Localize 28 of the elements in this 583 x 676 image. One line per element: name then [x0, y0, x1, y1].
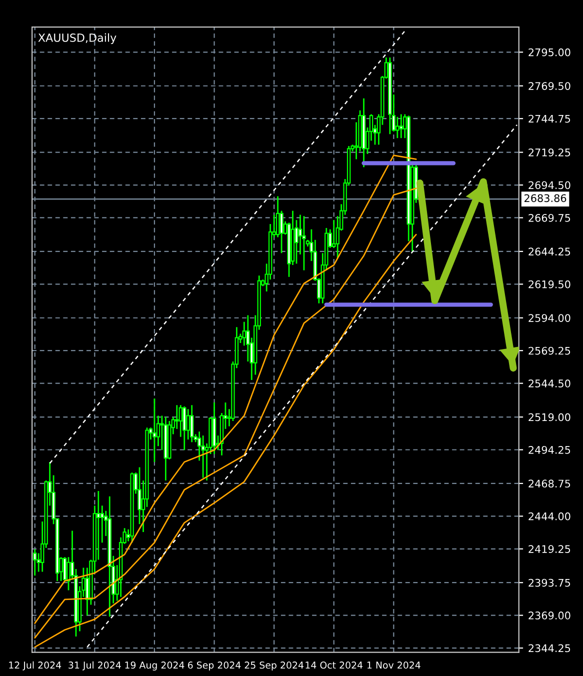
y-tick-label: 2544.50: [528, 380, 570, 388]
y-tick-label: 2344.25: [528, 644, 570, 652]
y-tick-label: 2795.00: [528, 48, 570, 56]
y-tick-label: 2619.50: [528, 280, 570, 288]
ref-line-label: 2683.86: [524, 194, 566, 202]
y-tick-label: 2419.25: [528, 545, 570, 553]
y-tick-label: 2569.25: [528, 346, 570, 355]
y-tick-label: 2468.75: [528, 480, 570, 488]
y-tick-label: 2694.50: [528, 181, 570, 190]
y-tick-label: 2719.25: [528, 148, 570, 156]
y-tick-label: 2519.00: [528, 413, 570, 422]
x-tick-label: 25 Sep 2024: [244, 662, 304, 671]
x-tick-label: 31 Jul 2024: [68, 661, 121, 670]
y-tick-label: 2744.75: [528, 114, 570, 123]
y-tick-label: 2769.50: [528, 82, 570, 90]
x-tick-label: 1 Nov 2024: [367, 662, 420, 669]
x-tick-label: 12 Jul 2024: [9, 661, 62, 670]
x-tick-label: 6 Sep 2024: [188, 662, 241, 671]
x-tick-label: 19 Aug 2024: [125, 662, 184, 671]
text: XAUUSD,Daily: [38, 33, 116, 44]
y-tick-label: 2369.00: [528, 612, 570, 620]
y-tick-label: 2393.75: [528, 578, 570, 587]
x-tick-label: 14 Oct 2024: [306, 662, 363, 669]
y-tick-label: 2594.00: [528, 314, 570, 322]
y-tick-label: 2644.25: [528, 248, 570, 256]
y-tick-label: 2669.75: [528, 214, 570, 222]
y-tick-label: 2444.00: [528, 512, 570, 520]
y-tick-label: 2494.25: [528, 446, 570, 454]
